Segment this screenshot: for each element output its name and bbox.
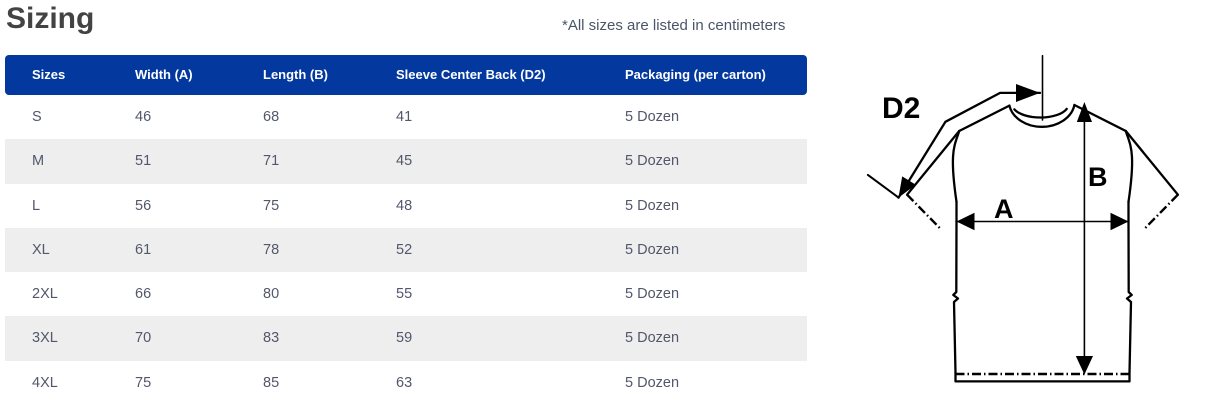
svg-text:B: B: [1088, 162, 1108, 192]
svg-text:D2: D2: [882, 92, 920, 125]
svg-text:A: A: [994, 194, 1014, 224]
